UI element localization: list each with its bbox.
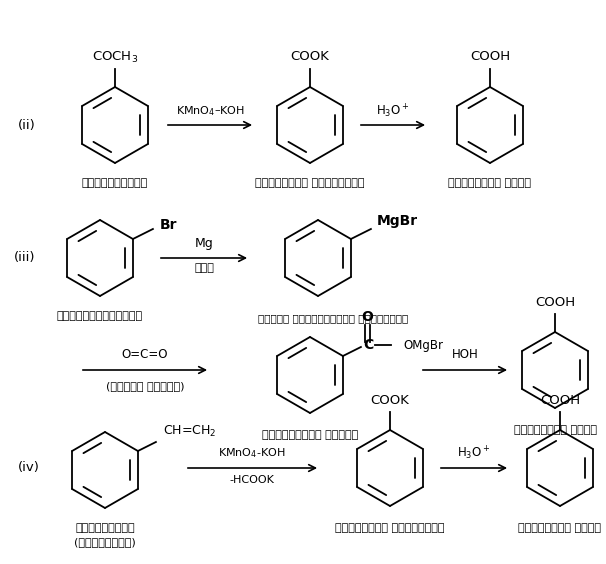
Text: COCH$_3$: COCH$_3$ <box>92 50 138 64</box>
Text: पोटैशियम बेन्जोएट: पोटैशियम बेन्जोएट <box>255 178 365 188</box>
Text: H$_3$O$^+$: H$_3$O$^+$ <box>458 444 491 462</box>
Text: फेनिल मैग्नीशियम ब्रोमाइड: फेनिल मैग्नीशियम ब्रोमाइड <box>258 313 408 323</box>
Text: O=C=O: O=C=O <box>122 347 168 360</box>
Text: HOH: HOH <box>451 349 478 362</box>
Text: O: O <box>361 310 373 324</box>
Text: बेन्जोइक अम्ल: बेन्जोइक अम्ल <box>513 425 596 435</box>
Text: मध्यवर्ती यौगिक: मध्यवर्ती यौगिक <box>262 430 358 440</box>
Text: COOK: COOK <box>290 51 330 64</box>
Text: COOH: COOH <box>470 51 510 64</box>
Text: H$_3$O$^+$: H$_3$O$^+$ <box>376 102 410 120</box>
Text: (ii): (ii) <box>18 118 36 131</box>
Text: (iii): (iii) <box>14 252 36 265</box>
Text: फेनिलएथीन: फेनिलएथीन <box>75 523 135 533</box>
Text: CH=CH$_2$: CH=CH$_2$ <box>163 424 216 439</box>
Text: बेन्जोइक अम्ल: बेन्जोइक अम्ल <box>448 178 531 188</box>
Text: पोटैशियम बेन्जोएट: पोटैशियम बेन्जोएट <box>335 523 445 533</box>
Text: OMgBr: OMgBr <box>403 338 443 351</box>
Text: ब्रोमोबेन्जीन: ब्रोमोबेन्जीन <box>57 311 143 321</box>
Text: MgBr: MgBr <box>376 214 418 228</box>
Text: (स्टाइरीन): (स्टाइरीन) <box>74 537 136 547</box>
Text: -HCOOK: -HCOOK <box>230 475 275 485</box>
Text: ईथर: ईथर <box>194 263 214 273</box>
Text: बेन्जोइक अम्ल: बेन्जोइक अम्ल <box>519 523 602 533</box>
Text: KMnO$_4$-KOH: KMnO$_4$-KOH <box>218 446 285 460</box>
Text: Br: Br <box>160 218 178 232</box>
Text: KMnO$_4$–KOH: KMnO$_4$–KOH <box>176 104 244 118</box>
Text: ऐसीटोफीनोन: ऐसीटोफीनोन <box>82 178 148 188</box>
Text: COOH: COOH <box>535 296 575 309</box>
Text: (शुष्क बर्फ़): (शुष्क बर्फ़) <box>106 381 184 391</box>
Text: Mg: Mg <box>195 237 213 250</box>
Text: C: C <box>363 338 373 352</box>
Text: COOH: COOH <box>540 394 580 407</box>
Text: (iv): (iv) <box>18 461 40 474</box>
Text: COOK: COOK <box>370 394 410 407</box>
